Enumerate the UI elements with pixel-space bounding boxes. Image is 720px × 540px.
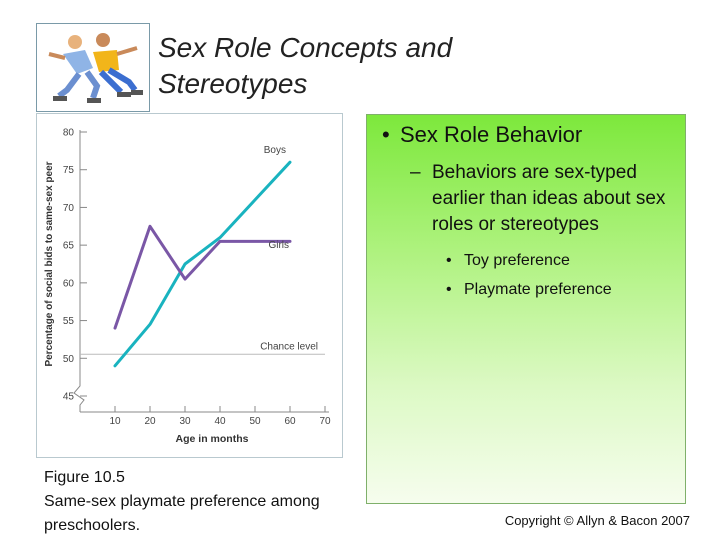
x-tick-label: 20 [144,416,156,427]
y-tick-label: 50 [63,354,75,365]
y-tick-label: 75 [63,165,75,176]
x-tick-label: 10 [109,416,121,427]
bullet-panel [366,114,686,504]
y-tick-label: 70 [63,203,75,214]
x-tick-label: 40 [214,416,226,427]
logo-box [36,23,150,112]
bullet-level1: Sex Role Behavior [380,120,680,150]
series-label-boys: Boys [264,145,286,156]
figure-caption: Figure 10.5 Same-sex playmate preference… [44,466,364,538]
series-line-boys [113,160,292,368]
chart-frame: 45 50 55 60 65 70 75 80 10 20 30 40 50 60 70 Chance l… [36,113,343,458]
bullet-level2-text: Behaviors are sex-typed earlier than ide… [432,162,666,235]
bullet-level2: – Behaviors are sex-typed earlier than i… [380,160,680,238]
bullet-list: Sex Role Behavior – Behaviors are sex-ty… [380,120,680,304]
slide-title: Sex Role Concepts and Stereotypes [158,32,453,99]
x-tick-label: 30 [179,416,191,427]
caption-line: Same-sex playmate preference among [44,493,320,510]
y-tick-label: 60 [63,278,75,289]
x-tick-label: 50 [249,416,261,427]
bullet-level3-item: Playmate preference [380,275,680,304]
chance-level-label: Chance level [260,341,318,352]
y-tick-label: 45 [63,392,75,403]
copyright-notice: Copyright © Allyn & Bacon 2007 [504,513,690,528]
x-axis-label: Age in months [176,433,249,445]
x-tick-label: 70 [319,416,331,427]
bullet-level3-item: Toy preference [380,246,680,275]
bullet-dash: – [410,162,421,183]
series-label-girls: Girls [268,240,289,251]
line-chart: 45 50 55 60 65 70 75 80 10 20 30 40 50 60 70 Chance l… [44,128,331,446]
y-tick-label: 65 [63,241,75,252]
y-tick-label: 80 [63,128,75,139]
axis-break-mark [73,380,85,412]
x-tick-label: 60 [284,416,296,427]
children-skating-icon [48,33,143,103]
series-line-girls [113,224,292,330]
y-tick-label: 55 [63,316,75,327]
caption-line: preschoolers. [44,517,141,534]
caption-line: Figure 10.5 [44,469,125,486]
y-axis-label: Percentage of social bids to same-sex pe… [44,161,55,366]
